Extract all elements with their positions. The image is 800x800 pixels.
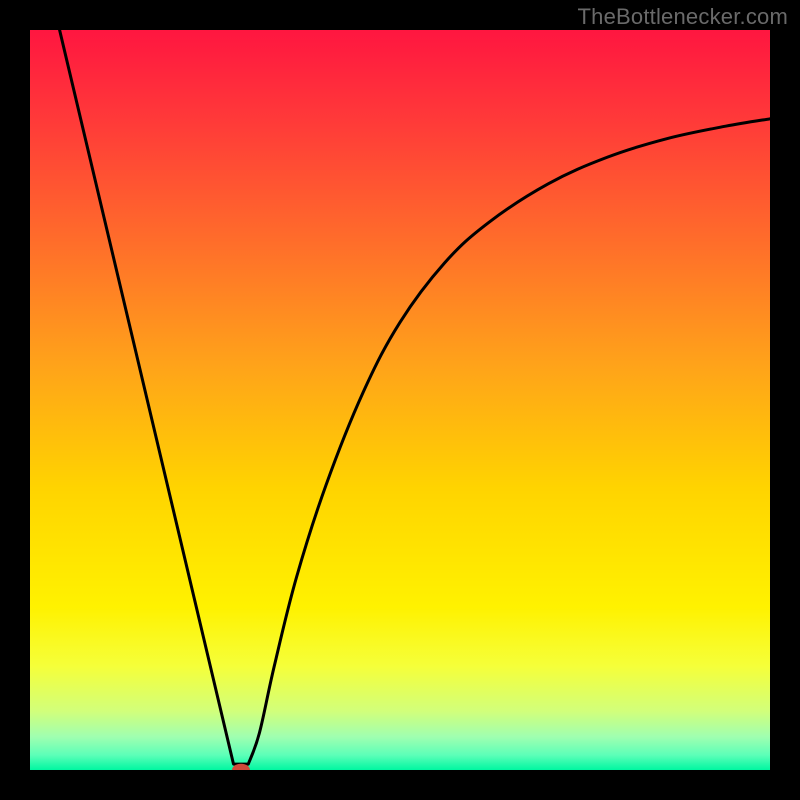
curve-path (60, 30, 770, 764)
optimal-point-marker (232, 764, 250, 770)
chart-frame: TheBottlenecker.com (0, 0, 800, 800)
plot-area (30, 30, 770, 770)
watermark-text: TheBottlenecker.com (578, 4, 788, 30)
bottleneck-curve (30, 30, 770, 770)
